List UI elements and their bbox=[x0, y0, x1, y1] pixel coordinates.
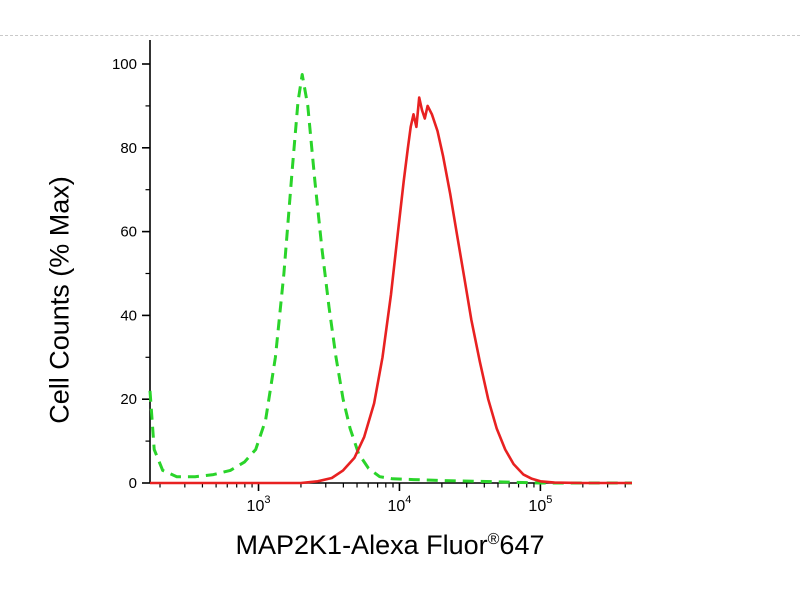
x-tick-label: 105 bbox=[528, 494, 552, 515]
y-tick-label: 40 bbox=[120, 307, 137, 324]
x-axis-label-main: MAP2K1-Alexa Fluor bbox=[235, 530, 488, 560]
MAP2K1-stained-curve bbox=[150, 96, 632, 485]
y-tick-label: 0 bbox=[129, 475, 137, 492]
y-tick-label: 80 bbox=[120, 140, 137, 157]
y-tick-label: 60 bbox=[120, 224, 137, 241]
y-tick-label: 20 bbox=[120, 391, 137, 408]
x-tick-label: 104 bbox=[387, 494, 411, 515]
x-axis-label: MAP2K1-Alexa Fluor®647 bbox=[236, 530, 545, 561]
y-axis-label: Cell Counts (% Max) bbox=[44, 176, 75, 424]
registered-trademark-symbol: ® bbox=[487, 531, 500, 548]
negative-control-curve bbox=[148, 73, 632, 485]
x-axis-label-suffix: 647 bbox=[499, 530, 545, 560]
page-divider-line bbox=[0, 35, 800, 36]
y-tick-label: 100 bbox=[112, 56, 137, 73]
x-tick-label: 103 bbox=[247, 494, 271, 515]
